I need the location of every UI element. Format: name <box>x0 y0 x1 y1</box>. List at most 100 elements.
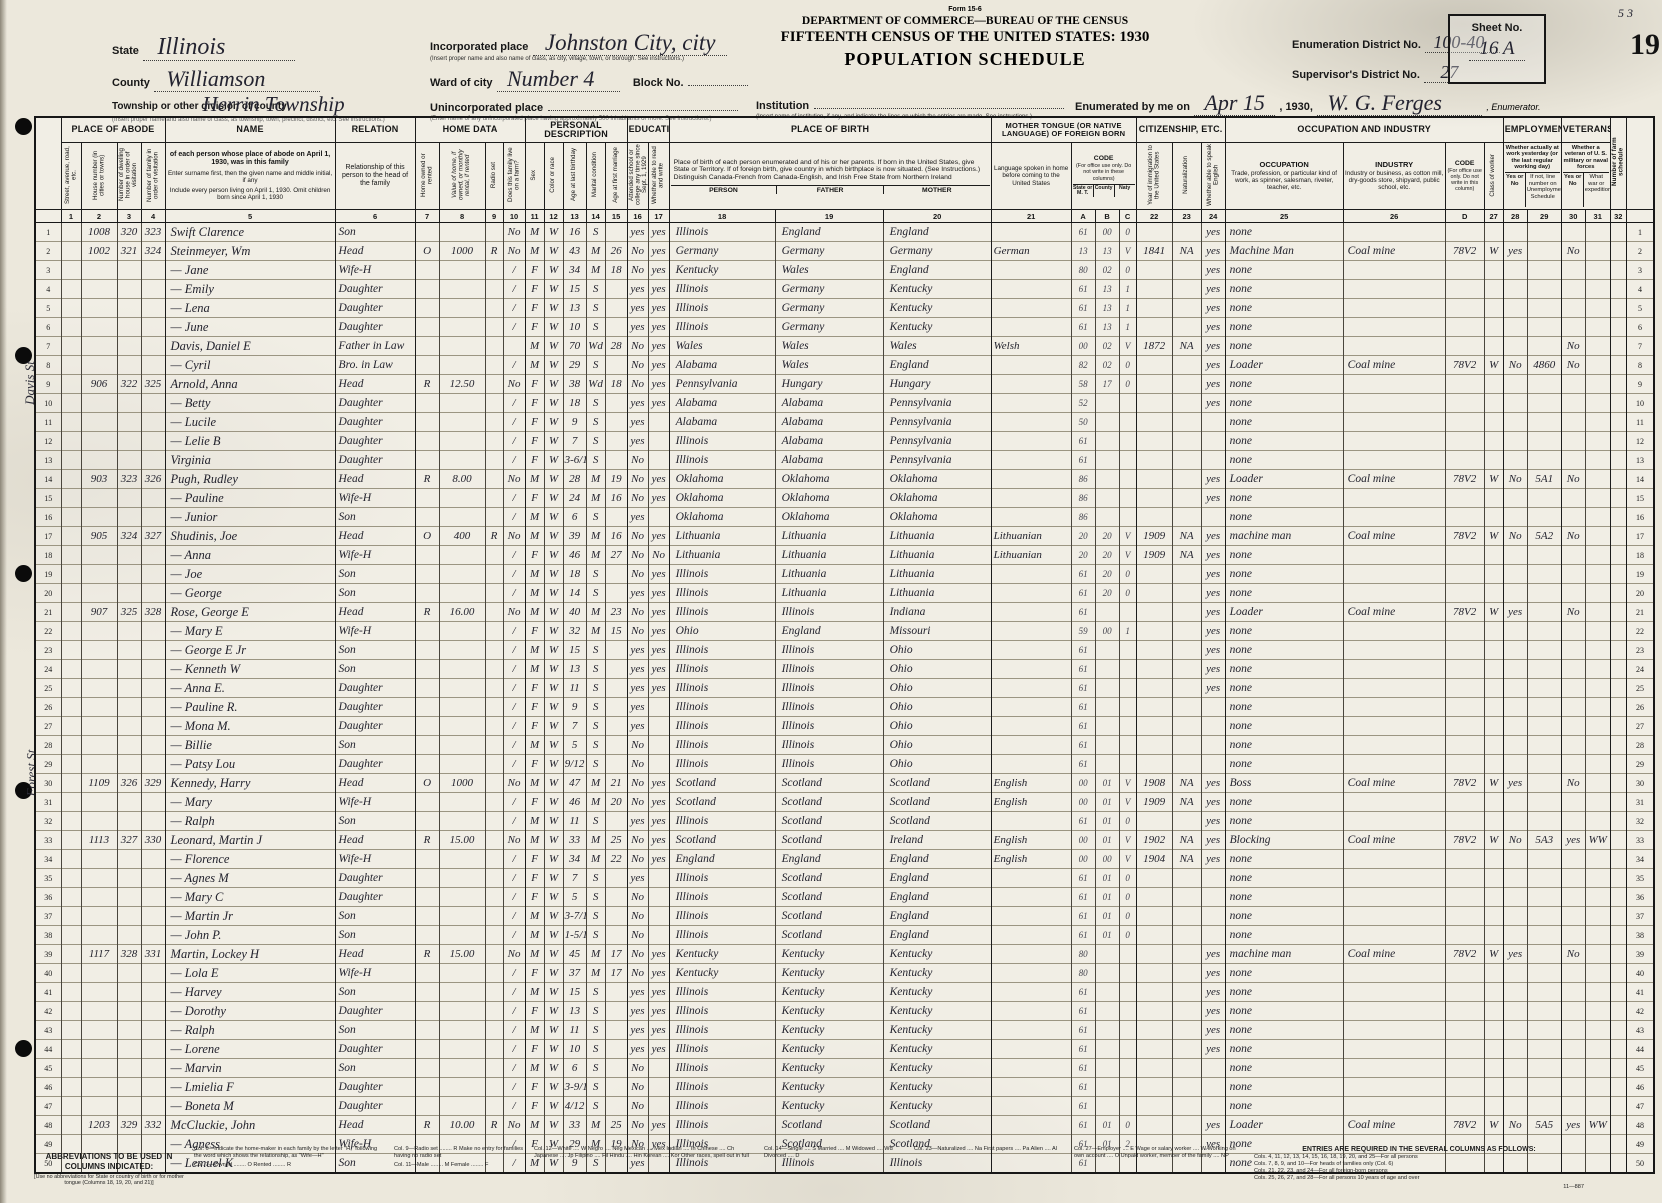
cell: / <box>502 583 526 603</box>
cell <box>1584 1001 1611 1021</box>
col-header-relation: Relationship of this person to the head … <box>334 142 416 210</box>
cell: W <box>543 887 564 907</box>
cell: 0 <box>1118 260 1137 280</box>
cell <box>1609 526 1627 546</box>
cell: 11 <box>562 811 587 831</box>
cell <box>1526 982 1562 1002</box>
cell <box>140 260 166 280</box>
cell: English <box>990 849 1072 869</box>
footer-abbrev-note: [Use no abbreviations for State or count… <box>34 1174 184 1187</box>
cell: 20 <box>1094 583 1120 603</box>
cell <box>140 754 166 774</box>
cell: none <box>1224 222 1344 242</box>
cell: F <box>524 450 545 470</box>
cell: yes <box>1200 583 1226 603</box>
cell <box>414 811 440 831</box>
cell: Alabama <box>668 412 776 432</box>
cell <box>140 564 166 584</box>
cell: yes <box>647 1039 670 1059</box>
cell: Kentucky <box>774 944 884 964</box>
cell <box>1444 564 1485 584</box>
cell <box>80 716 117 736</box>
column-number: 28 <box>1502 209 1528 223</box>
cell: Kentucky <box>774 1020 884 1040</box>
cell: W <box>543 792 564 812</box>
cell <box>647 868 670 888</box>
cell <box>1526 811 1562 831</box>
cell: / <box>502 735 526 755</box>
cell: W <box>543 640 564 660</box>
cell <box>1502 393 1528 413</box>
cell: Virginia <box>164 450 336 470</box>
cell: 61 <box>1070 564 1096 584</box>
line-number: 28 <box>34 735 61 755</box>
cell <box>140 545 166 565</box>
cell <box>116 507 141 527</box>
cell: M <box>524 830 545 850</box>
cell <box>1200 412 1226 432</box>
cell <box>1171 963 1202 983</box>
line-number: 19 <box>1625 564 1655 584</box>
line-number: 27 <box>34 716 61 736</box>
cell <box>1502 412 1528 432</box>
cell <box>1444 317 1485 337</box>
cell: Swift Clarence <box>164 222 336 242</box>
cell <box>1526 412 1562 432</box>
cell: V <box>1118 545 1137 565</box>
cell <box>1444 697 1485 717</box>
cell <box>1118 602 1137 622</box>
cell: Davis, Daniel E <box>164 336 336 356</box>
cell: W <box>543 906 564 926</box>
cell <box>414 887 440 907</box>
cell: No <box>626 564 649 584</box>
cell: yes <box>1200 469 1226 489</box>
cell: 1-5/12 <box>562 925 587 945</box>
cell: yes <box>626 868 649 888</box>
line-number: 43 <box>34 1020 61 1040</box>
cell <box>1584 507 1611 527</box>
cell <box>1502 887 1528 907</box>
cell: 61 <box>1070 811 1096 831</box>
cell <box>414 754 440 774</box>
cell: W <box>1483 526 1504 546</box>
cell <box>414 564 440 584</box>
cell <box>484 697 504 717</box>
table-row: 30 1109 326 329 Kennedy, Harry Head O 1000 No M W 4… <box>34 773 1655 793</box>
cell <box>1171 925 1202 945</box>
cell: 17 <box>1094 374 1120 394</box>
cell: 3-7/12 <box>562 906 587 926</box>
cell: 61 <box>1070 298 1096 318</box>
cell: yes <box>1200 222 1226 242</box>
cell: / <box>502 488 526 508</box>
cell: yes <box>647 222 670 242</box>
cell <box>1560 811 1586 831</box>
cell <box>1584 298 1611 318</box>
cell: 00 <box>1094 222 1120 242</box>
enumerated-date: Apr 15 <box>1194 90 1275 116</box>
line-number: 3 <box>1625 260 1655 280</box>
cell <box>1171 640 1202 660</box>
cell: 01 <box>1094 868 1120 888</box>
cell: yes <box>647 849 670 869</box>
cell: 7 <box>562 431 587 451</box>
line-number: 32 <box>1625 811 1655 831</box>
cell <box>60 450 81 470</box>
table-row: 45— Marvin Son / M W 6 S No Illinois Kentucky Kent… <box>34 1058 1655 1078</box>
cell <box>1560 260 1586 280</box>
cell: 1117 <box>80 944 117 964</box>
cell: Oklahoma <box>882 488 992 508</box>
footer-col6-7: Col. 6—Indicate the home-maker in each f… <box>194 1146 378 1168</box>
cell: 00 <box>1070 773 1096 793</box>
cell: Scotland <box>774 887 884 907</box>
cell <box>1502 564 1528 584</box>
cell <box>1609 507 1627 527</box>
cell <box>990 982 1072 1002</box>
cell <box>1171 279 1202 299</box>
cell: — Lena <box>164 298 336 318</box>
cell <box>1171 507 1202 527</box>
cell: 1904 <box>1135 849 1173 869</box>
cell: NA <box>1171 545 1202 565</box>
col-group-place-of-birth: PLACE OF BIRTH <box>668 116 992 143</box>
cell: W <box>1483 355 1504 375</box>
cell <box>1444 925 1485 945</box>
